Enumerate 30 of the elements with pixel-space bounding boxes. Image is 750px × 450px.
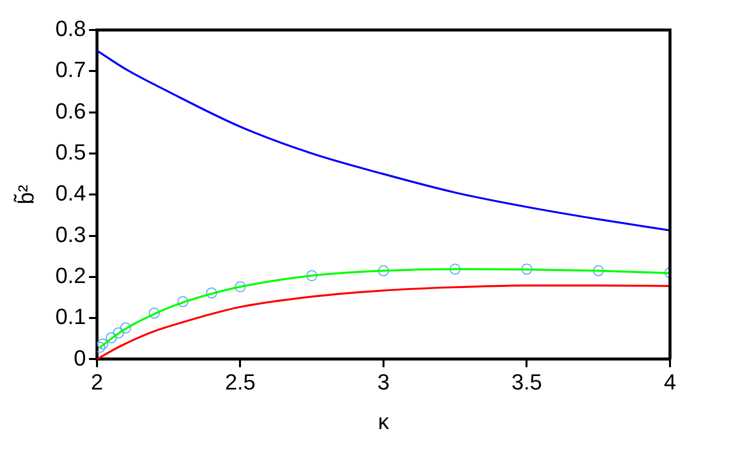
y-tick-label: 0.5 (55, 140, 86, 165)
point (450, 264, 461, 275)
point (148, 308, 160, 319)
point (97, 338, 108, 350)
point (378, 265, 389, 276)
y-tick-label: 0 (74, 345, 86, 370)
x-tick-label: 3 (377, 369, 390, 394)
point (120, 322, 132, 334)
x-tick-label: 2 (90, 369, 104, 394)
point (112, 327, 124, 338)
point (234, 281, 246, 292)
x-tick-label: 3.5 (511, 369, 542, 394)
point (521, 264, 532, 275)
y-tick-label: 0.4 (55, 180, 86, 206)
y-axis-title: b̃² (13, 184, 38, 204)
x-axis-title: κ (378, 408, 390, 434)
point (106, 332, 117, 344)
y-tick-label: 0.3 (55, 222, 86, 247)
x-tick-label: 2.5 (224, 369, 256, 394)
line-series (96, 50, 670, 232)
y-tick-label: 0.8 (55, 16, 86, 42)
point (592, 265, 604, 276)
y-tick-label: 0.7 (55, 57, 86, 82)
point (206, 287, 218, 298)
y-tick-label: 0.6 (55, 98, 86, 124)
y-tick-label: 0.1 (55, 304, 86, 330)
point (177, 296, 188, 308)
y-tick-label: 0.2 (55, 262, 86, 288)
point (306, 270, 318, 282)
x-tick-label: 4 (664, 369, 676, 394)
